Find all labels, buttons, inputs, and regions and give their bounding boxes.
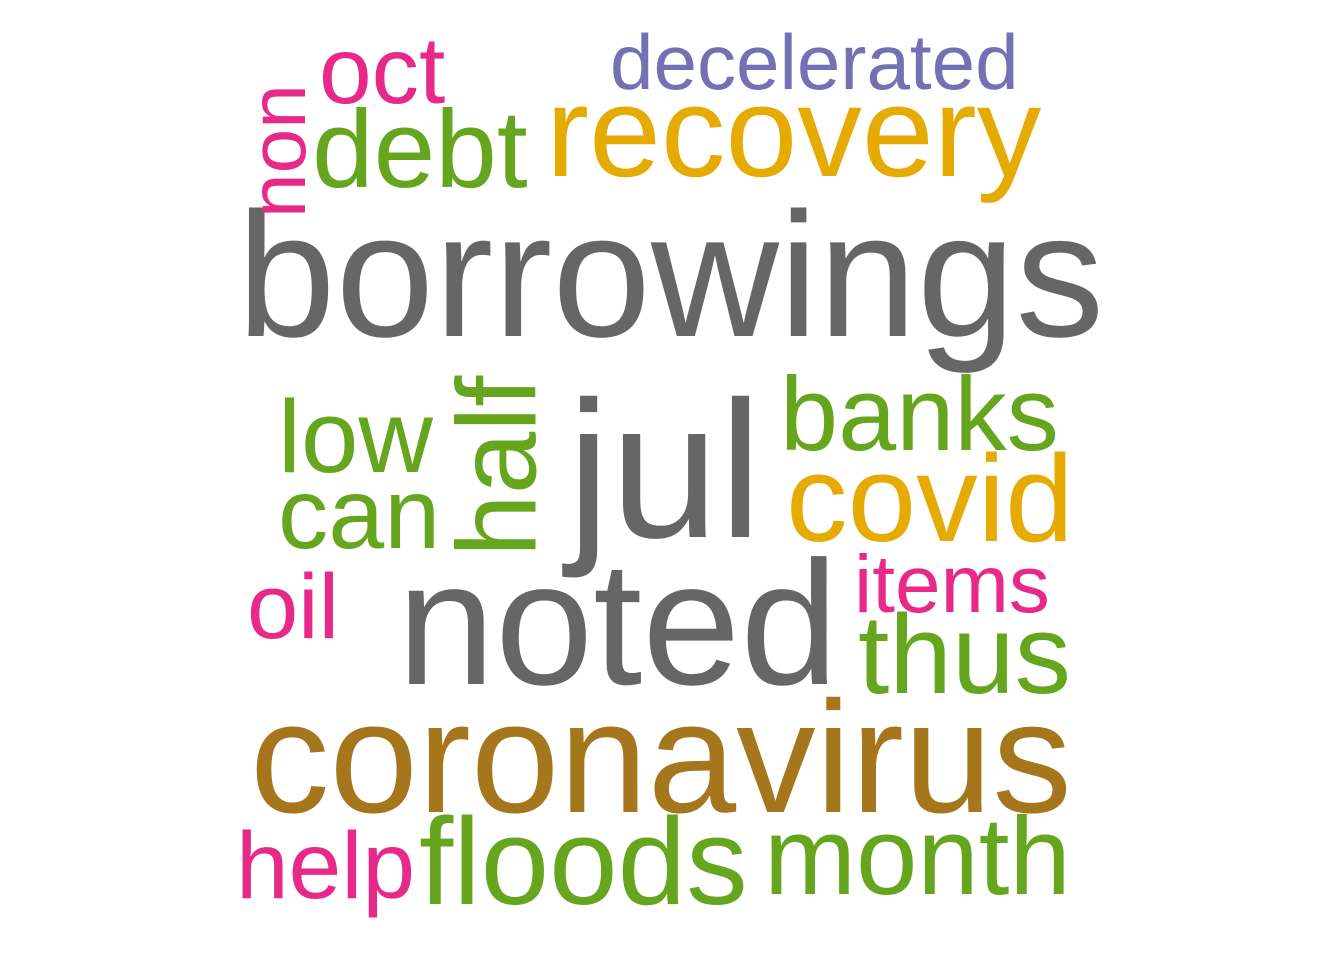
word-items: items — [854, 538, 1050, 630]
word-thus: thus — [858, 590, 1071, 717]
word-help: help — [236, 812, 416, 919]
word-oct: oct — [319, 18, 446, 125]
word-noted: noted — [397, 524, 839, 722]
word-oil: oil — [247, 556, 340, 659]
word-floods: floods — [419, 793, 748, 932]
word-non: non — [231, 84, 322, 218]
word-month: month — [764, 795, 1071, 918]
word-half: half — [433, 375, 560, 557]
word-recovery: recovery — [546, 59, 1042, 204]
word-debt: debt — [312, 87, 528, 211]
word-coronavirus: coronavirus — [250, 668, 1072, 847]
word-low: low — [278, 378, 433, 495]
word-covid: covid — [786, 430, 1074, 569]
word-decelerated: decelerated — [610, 17, 1019, 106]
word-jul: jul — [567, 360, 763, 579]
word-can: can — [278, 457, 441, 570]
word-borrowings: borrowings — [237, 175, 1105, 375]
word-banks: banks — [780, 355, 1059, 473]
